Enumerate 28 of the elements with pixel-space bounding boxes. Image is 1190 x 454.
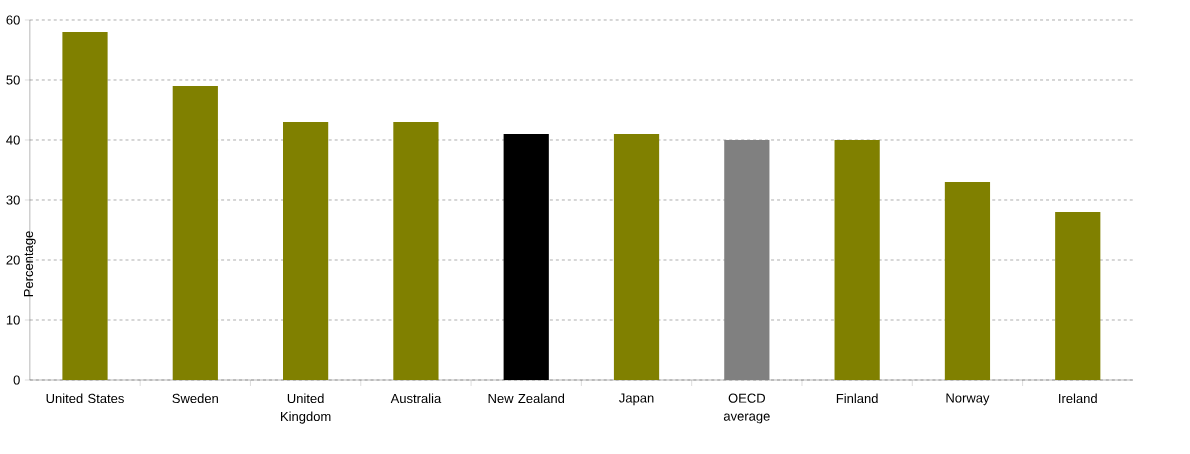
x-tick-label: Ireland — [1059, 393, 1097, 404]
x-tick-label: Norway — [946, 393, 990, 406]
bar — [1055, 212, 1101, 380]
y-tick-label: 50 — [6, 75, 20, 85]
x-tick-label: Finland — [836, 393, 878, 404]
y-tick-label: 40 — [6, 135, 20, 145]
y-tick-label: 30 — [6, 195, 20, 205]
x-tick-label: United States — [46, 393, 124, 404]
x-tick-label: New Zealand — [488, 393, 565, 404]
x-tick-label: Australia — [390, 393, 442, 404]
bar — [62, 32, 108, 380]
bar — [503, 134, 549, 380]
y-tick-label: 20 — [6, 255, 20, 265]
y-tick-label: 0 — [13, 375, 20, 385]
x-tick-label: Japan — [619, 393, 654, 406]
bar — [283, 122, 329, 380]
bar — [393, 122, 439, 380]
bar — [724, 140, 770, 380]
y-axis-title: Percentage — [24, 231, 36, 297]
y-tick-label: 60 — [6, 15, 20, 25]
x-tick-label: United Kingdom — [281, 393, 331, 424]
x-tick-label: Sweden — [172, 393, 218, 404]
bar — [172, 86, 218, 380]
bar — [613, 134, 660, 380]
bar — [944, 182, 991, 380]
x-tick-label: OECD average — [723, 393, 770, 424]
y-tick-label: 10 — [6, 315, 20, 325]
bar — [834, 140, 880, 380]
